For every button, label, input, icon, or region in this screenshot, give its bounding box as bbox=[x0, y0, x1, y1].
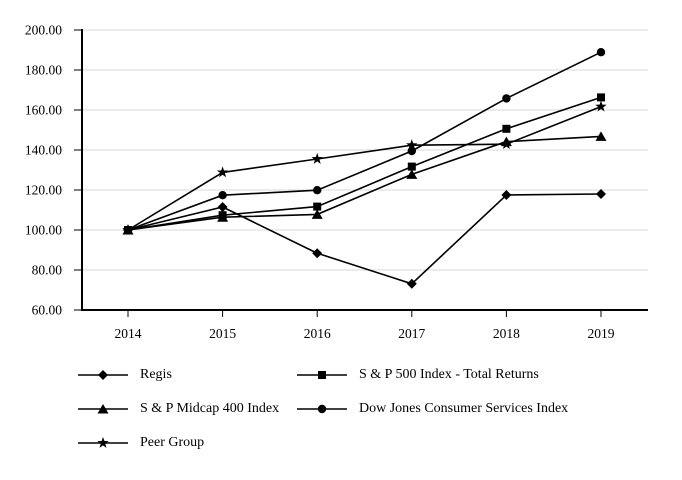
triangle-marker-icon bbox=[311, 209, 323, 219]
star-marker-icon bbox=[216, 166, 229, 178]
x-tick-label: 2015 bbox=[209, 326, 236, 341]
legend-label: Dow Jones Consumer Services Index bbox=[359, 401, 569, 416]
circle-marker-icon bbox=[317, 404, 327, 414]
legend-label: S & P 500 Index - Total Returns bbox=[359, 367, 539, 382]
square-marker-icon bbox=[297, 368, 347, 382]
star-marker-icon bbox=[311, 153, 323, 164]
star-marker-icon bbox=[500, 138, 513, 150]
triangle-marker-icon bbox=[406, 169, 418, 179]
legend-item-sp-midcap: S & P Midcap 400 Index bbox=[78, 401, 279, 417]
chart-canvas: 60.00 80.00 100.00 120.00 140.00 160.00 180.00… bbox=[25, 23, 648, 341]
circle-marker-icon bbox=[297, 402, 347, 416]
star-marker-icon bbox=[122, 224, 134, 235]
triangle-marker-icon bbox=[78, 402, 128, 416]
triangle-marker-icon bbox=[595, 131, 607, 141]
diamond-marker-icon bbox=[501, 190, 512, 200]
star-marker-icon bbox=[406, 139, 418, 151]
y-tick-label: 60.00 bbox=[32, 303, 63, 318]
series-line bbox=[127, 96, 602, 231]
square-marker-icon bbox=[313, 202, 322, 211]
circle-marker-icon bbox=[596, 48, 606, 57]
y-tick-label: 80.00 bbox=[32, 263, 63, 278]
legend-label: Regis bbox=[140, 367, 172, 382]
legend-item-dow-jones: Dow Jones Consumer Services Index bbox=[297, 401, 568, 417]
legend-item-regis: Regis bbox=[78, 367, 172, 383]
triangle-marker-icon bbox=[217, 212, 229, 222]
square-marker-icon bbox=[502, 124, 511, 133]
y-tick-label: 180.00 bbox=[25, 63, 62, 78]
x-tick-label: 2014 bbox=[115, 326, 142, 341]
legend-label: Peer Group bbox=[140, 435, 205, 450]
x-tick-label: 2018 bbox=[493, 326, 520, 341]
diamond-marker-icon bbox=[78, 368, 128, 382]
star-marker-icon bbox=[78, 436, 128, 450]
star-marker-icon bbox=[97, 437, 109, 448]
series-line bbox=[127, 51, 602, 231]
circle-marker-icon bbox=[313, 186, 322, 195]
series-line bbox=[127, 135, 602, 231]
y-tick-label: 100.00 bbox=[25, 223, 62, 238]
legend-item-peer-group: Peer Group bbox=[78, 435, 204, 451]
diamond-marker-icon bbox=[312, 248, 323, 259]
y-tick-label: 160.00 bbox=[25, 103, 62, 118]
y-tick-label: 120.00 bbox=[25, 183, 62, 198]
diamond-marker-icon bbox=[217, 202, 228, 212]
square-marker-icon bbox=[407, 162, 416, 171]
circle-marker-icon bbox=[502, 94, 511, 103]
y-tick-label: 200.00 bbox=[25, 23, 62, 38]
legend-item-sp500: S & P 500 Index - Total Returns bbox=[297, 367, 539, 383]
diamond-marker-icon bbox=[98, 370, 108, 380]
y-tick-label: 140.00 bbox=[25, 143, 62, 158]
series-line bbox=[127, 105, 602, 231]
legend-label: S & P Midcap 400 Index bbox=[140, 401, 280, 416]
x-tick-label: 2016 bbox=[304, 326, 331, 341]
square-marker-icon bbox=[597, 93, 605, 102]
square-marker-icon bbox=[318, 371, 326, 379]
x-tick-label: 2019 bbox=[588, 326, 615, 341]
circle-marker-icon bbox=[218, 191, 227, 200]
diamond-marker-icon bbox=[596, 189, 606, 199]
diamond-marker-icon bbox=[406, 278, 417, 289]
star-marker-icon bbox=[595, 100, 607, 112]
series-line bbox=[127, 193, 602, 285]
circle-marker-icon bbox=[407, 146, 416, 156]
triangle-marker-icon bbox=[97, 404, 109, 414]
x-tick-label: 2017 bbox=[398, 326, 425, 341]
